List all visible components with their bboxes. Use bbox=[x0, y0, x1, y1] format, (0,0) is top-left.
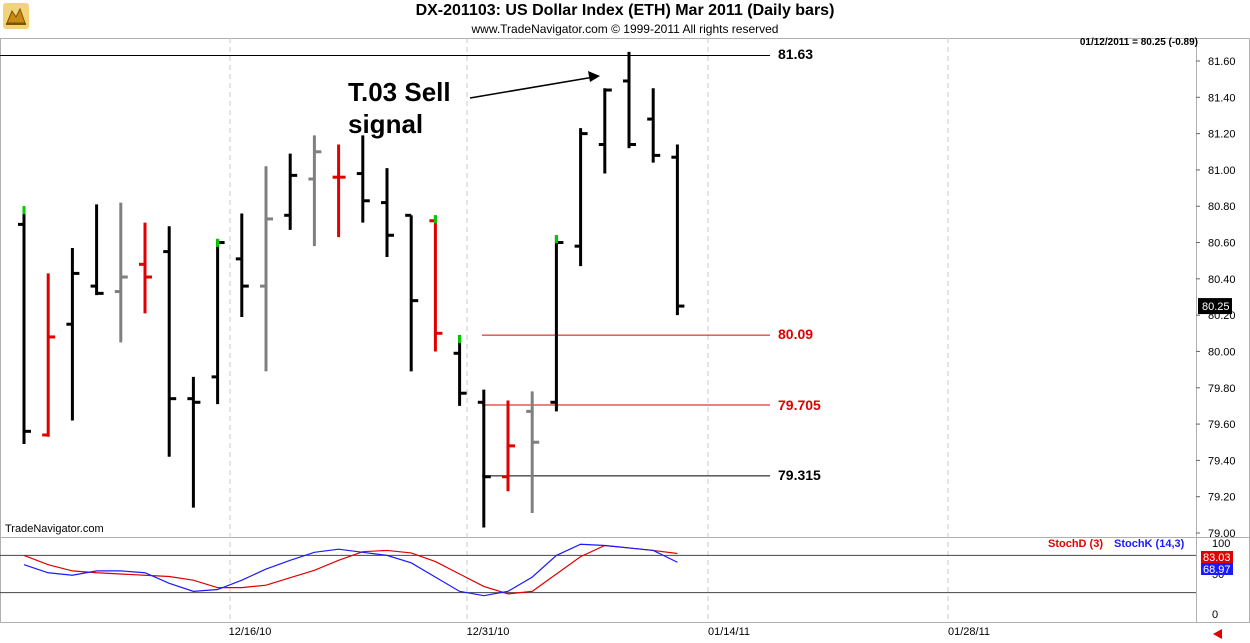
price-readout: 01/12/2011 = 80.25 (-0.89) bbox=[1079, 37, 1198, 48]
y-tick-label: 80.60 bbox=[1208, 238, 1236, 250]
y-tick-label: 80.80 bbox=[1208, 201, 1236, 213]
last-price-box bbox=[1198, 298, 1232, 315]
stoch-d-value-box bbox=[1201, 551, 1233, 563]
stoch-k-line bbox=[23, 543, 678, 597]
y-tick-label: 79.60 bbox=[1208, 419, 1236, 431]
y-tick-label: 81.60 bbox=[1208, 56, 1236, 68]
scroll-left-icon bbox=[1213, 629, 1222, 639]
y-tick-label: 81.00 bbox=[1208, 165, 1236, 177]
x-tick-label: 01/28/11 bbox=[948, 626, 990, 638]
y-tick-label: 79.20 bbox=[1208, 492, 1236, 504]
stoch-k-value-box bbox=[1201, 563, 1233, 575]
level-label-79-315: 79.315 bbox=[778, 467, 821, 483]
y-tick-label: 81.40 bbox=[1208, 92, 1236, 104]
stoch-y-tick-label: 0 bbox=[1212, 609, 1218, 621]
y-tick-label: 79.00 bbox=[1208, 528, 1236, 540]
price-panel-frame bbox=[0, 38, 1250, 538]
stoch-k-value: 68.97 bbox=[1203, 564, 1231, 576]
chart-subtitle: www.TradeNavigator.com © 1999-2011 All r… bbox=[471, 22, 779, 36]
stoch-k-legend: StochK (14,3) bbox=[1114, 538, 1185, 550]
level-label-80-09: 80.09 bbox=[778, 326, 814, 342]
x-tick-label: 12/16/10 bbox=[229, 626, 272, 638]
y-tick-label: 79.40 bbox=[1208, 455, 1236, 467]
x-tick-label: 01/14/11 bbox=[708, 626, 750, 638]
level-label-81-63: 81.63 bbox=[778, 46, 814, 62]
stoch-d-line bbox=[23, 544, 678, 595]
y-tick-label: 80.40 bbox=[1208, 274, 1236, 286]
brand-label: TradeNavigator.com bbox=[5, 523, 104, 535]
last-price-label: 80.25 bbox=[1202, 301, 1230, 313]
y-tick-label: 79.80 bbox=[1208, 383, 1236, 395]
level-label-79-705: 79.705 bbox=[778, 397, 821, 413]
stoch-panel-frame bbox=[0, 537, 1250, 623]
logo-icon bbox=[3, 3, 29, 29]
y-tick-label: 80.00 bbox=[1208, 346, 1236, 358]
stoch-d-legend: StochD (3) bbox=[1048, 538, 1103, 550]
stoch-d-value: 83.03 bbox=[1203, 552, 1231, 564]
annotation-line-1: T.03 Sell bbox=[348, 77, 451, 107]
y-tick-label: 81.20 bbox=[1208, 129, 1236, 141]
chart-title: DX-201103: US Dollar Index (ETH) Mar 201… bbox=[415, 2, 835, 19]
x-tick-label: 12/31/10 bbox=[467, 626, 510, 638]
annotation-arrow-shaft bbox=[469, 76, 595, 99]
annotation-line-2: signal bbox=[348, 109, 424, 139]
stoch-y-tick-label: 100 bbox=[1212, 538, 1230, 550]
sell-signal-annotation: T.03 Sell signal bbox=[348, 76, 508, 140]
annotation-arrowhead bbox=[588, 71, 600, 82]
